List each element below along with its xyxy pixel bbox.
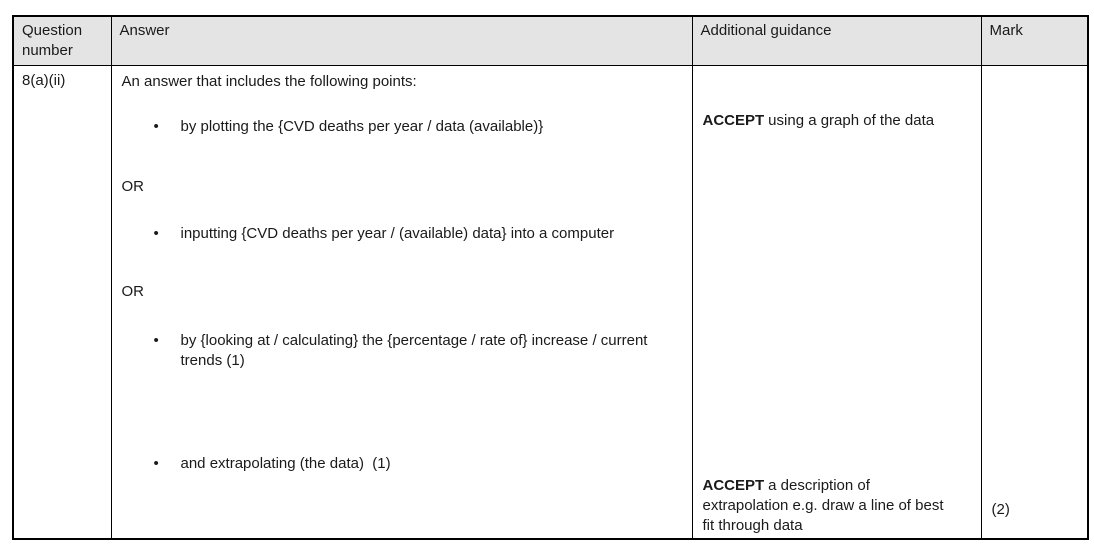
guidance-keyword-2: ACCEPT xyxy=(702,477,765,494)
bullet-icon: • xyxy=(153,455,159,472)
bullet-icon: • xyxy=(153,225,159,242)
answer-bullet-2: • inputting {CVD deaths per year / (avai… xyxy=(154,224,684,244)
header-row: Question number Answer Additional guidan… xyxy=(12,15,1089,66)
bullet-icon: • xyxy=(153,332,159,349)
col-header-mark: Mark xyxy=(980,15,1089,66)
guidance-note-2: ACCEPT a description of extrapolation e.g… xyxy=(703,476,951,536)
guidance-note-2-text: a description of extrapolation e.g. draw… xyxy=(702,477,944,534)
guidance-note-1-text: using a graph of the data xyxy=(768,112,935,129)
guidance-keyword-1: ACCEPT xyxy=(702,112,765,129)
answer-bullet-1: • by plotting the {CVD deaths per year /… xyxy=(154,117,684,137)
table-row: 8(a)(ii) An answer that includes the fol… xyxy=(12,65,1089,540)
mark-scheme-table: Question number Answer Additional guidan… xyxy=(12,15,1089,540)
col-header-answer: Answer xyxy=(110,15,693,66)
answer-bullet-3-text: by {looking at / calculating} the {perce… xyxy=(180,332,652,369)
answer-bullet-4: • and extrapolating (the data) (1) xyxy=(154,454,684,474)
guidance-note-1: ACCEPT using a graph of the data xyxy=(703,111,971,131)
answer-bullet-1-text: by plotting the {CVD deaths per year / d… xyxy=(180,118,544,135)
answer-cell: An answer that includes the following po… xyxy=(110,65,693,540)
question-number: 8(a)(ii) xyxy=(22,72,66,89)
answer-bullet-3: • by {looking at / calculating} the {per… xyxy=(154,331,684,371)
mark-cell: (2) xyxy=(980,65,1089,540)
col-header-question-number: Question number xyxy=(12,15,112,66)
bullet-icon: • xyxy=(153,118,159,135)
mark-value: (2) xyxy=(991,501,1010,518)
or-separator-1: OR xyxy=(121,178,145,195)
answer-intro: An answer that includes the following po… xyxy=(121,73,417,90)
col-header-additional-guidance: Additional guidance xyxy=(691,15,982,66)
answer-bullet-4-text: and extrapolating (the data) (1) xyxy=(180,455,391,472)
answer-bullet-2-text: inputting {CVD deaths per year / (availa… xyxy=(180,225,615,242)
question-number-cell: 8(a)(ii) xyxy=(12,65,112,540)
additional-guidance-cell: ACCEPT using a graph of the data ACCEPT a … xyxy=(691,65,982,540)
or-separator-2: OR xyxy=(121,283,145,300)
